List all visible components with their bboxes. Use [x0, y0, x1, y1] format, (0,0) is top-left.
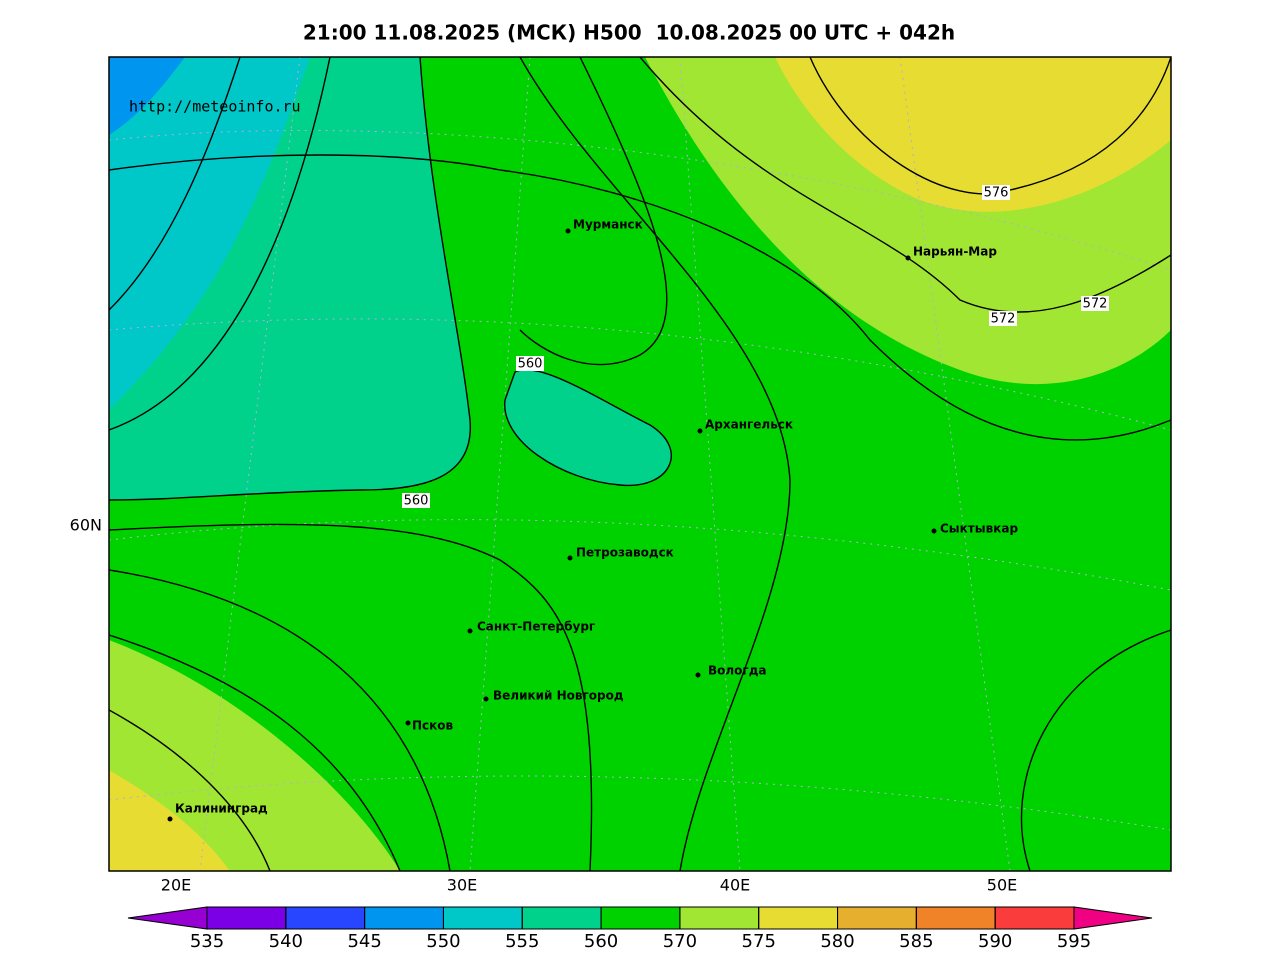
contour [504, 369, 672, 487]
contour-label: 576 [984, 186, 1009, 201]
lon-label: 50E [987, 876, 1017, 895]
colorbar-extend [1073, 906, 1153, 930]
colorbar-segment [915, 906, 996, 930]
city-dot [905, 255, 911, 261]
fill-region [504, 369, 672, 486]
contour-labels: 560 560 576 572 572 [402, 185, 1109, 509]
city-dot [565, 228, 571, 234]
colorbar-extend [127, 906, 208, 930]
contour [519, 57, 791, 871]
city-dot [405, 720, 411, 726]
colorbar-segment [442, 906, 523, 930]
contour-label: 560 [518, 357, 543, 372]
contour [109, 523, 593, 871]
contour [109, 569, 451, 871]
colorbar-label: 575 [742, 931, 776, 952]
colorbar-segment [994, 906, 1075, 930]
colorbar-segment [364, 906, 444, 930]
fill-region [109, 57, 310, 410]
city-label: Петрозаводск [576, 546, 674, 560]
city-label: Мурманск [573, 218, 643, 232]
city-label: Архангельск [705, 418, 793, 432]
colorbar-label: 585 [899, 931, 933, 952]
colorbar-label: 580 [820, 931, 854, 952]
city-dot [483, 696, 489, 702]
colorbar-segment [285, 906, 366, 930]
colorbar-label: 595 [1057, 931, 1091, 952]
colorbar-label: 540 [269, 931, 303, 952]
colorbar-label: 535 [190, 931, 224, 952]
colorbar-segment [600, 906, 681, 930]
contour [109, 709, 271, 871]
contour [109, 154, 1171, 441]
contour [1020, 629, 1171, 871]
colorbar-segment [837, 906, 917, 930]
contour [109, 57, 241, 311]
colorbar-label: 560 [584, 931, 618, 952]
contour [109, 57, 331, 431]
map: 560 560 576 572 572 Мурманск Нарьян-Мар … [109, 57, 1171, 871]
city-dot [931, 528, 937, 534]
colorbar-segment [679, 906, 760, 930]
city-label: Нарьян-Мар [913, 245, 997, 259]
city-dot [695, 672, 701, 678]
lon-label: 30E [447, 876, 477, 895]
contour [109, 634, 401, 871]
map-frame [108, 56, 1172, 872]
city-dot [567, 555, 573, 561]
contour [109, 57, 471, 501]
city-label: Вологда [708, 664, 766, 678]
lon-label: 40E [720, 876, 750, 895]
cities: Мурманск Нарьян-Мар Архангельск Сыктывка… [167, 218, 1018, 822]
city-label: Калининград [175, 802, 268, 816]
city-label: Сыктывкар [940, 522, 1018, 536]
city-dot [697, 428, 703, 434]
colorbar-segment [521, 906, 602, 930]
lon-label: 20E [161, 876, 191, 895]
colorbar-label: 550 [426, 931, 460, 952]
colorbar-label: 570 [663, 931, 697, 952]
city-dot [167, 816, 173, 822]
source-url: http://meteoinfo.ru [129, 98, 301, 116]
colorbar-label: 590 [978, 931, 1012, 952]
colorbar-segment [758, 906, 839, 930]
colorbar-label: 545 [347, 931, 381, 952]
fill-region [109, 57, 185, 135]
contour-label: 572 [1083, 297, 1108, 312]
contour [519, 57, 668, 366]
city-label: Псков [412, 719, 454, 733]
title: 21:00 11.08.2025 (МСК) H500 10.08.2025 0… [303, 21, 955, 45]
colorbar-label: 555 [505, 931, 539, 952]
contour-label: 560 [404, 494, 429, 509]
fill-region [109, 640, 400, 871]
city-dot [467, 628, 473, 634]
contour-label: 572 [991, 312, 1016, 327]
fill-region [775, 57, 1171, 212]
city-label: Санкт-Петербург [477, 620, 595, 634]
city-label: Великий Новгород [493, 689, 624, 703]
colorbar-segment [206, 906, 287, 930]
lat-label: 60N [70, 516, 102, 535]
colorbar: 535 540 545 550 555 560 570 575 580 585 590 595 [127, 906, 1153, 952]
